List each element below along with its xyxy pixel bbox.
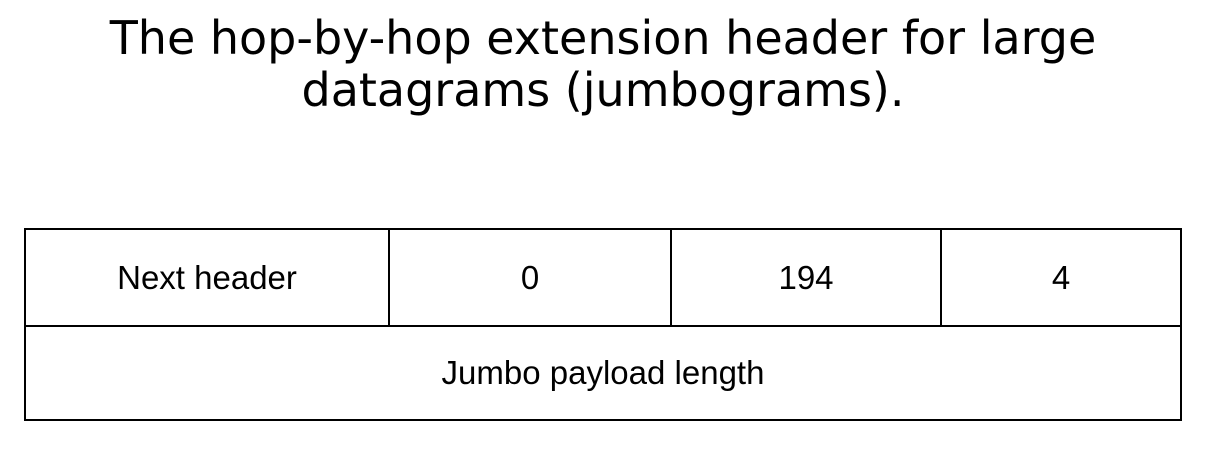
header-row-1: Next header 0 194 4 — [26, 230, 1180, 327]
jumbo-payload-header-diagram: Next header 0 194 4 Jumbo payload length — [24, 228, 1182, 421]
next-header-field: Next header — [117, 258, 297, 296]
header-row-2: Jumbo payload length — [26, 327, 1180, 419]
option-data-length-field: 4 — [940, 230, 1180, 325]
jumbo-payload-length-field: Jumbo payload length — [441, 354, 765, 391]
title-line-2: datagrams (jumbograms). — [301, 63, 905, 117]
header-ext-length-field: 0 — [388, 230, 670, 325]
diagram-title: The hop-by-hop extension header for larg… — [0, 12, 1206, 116]
option-type-field: 194 — [670, 230, 940, 325]
title-line-1: The hop-by-hop extension header for larg… — [109, 11, 1097, 65]
